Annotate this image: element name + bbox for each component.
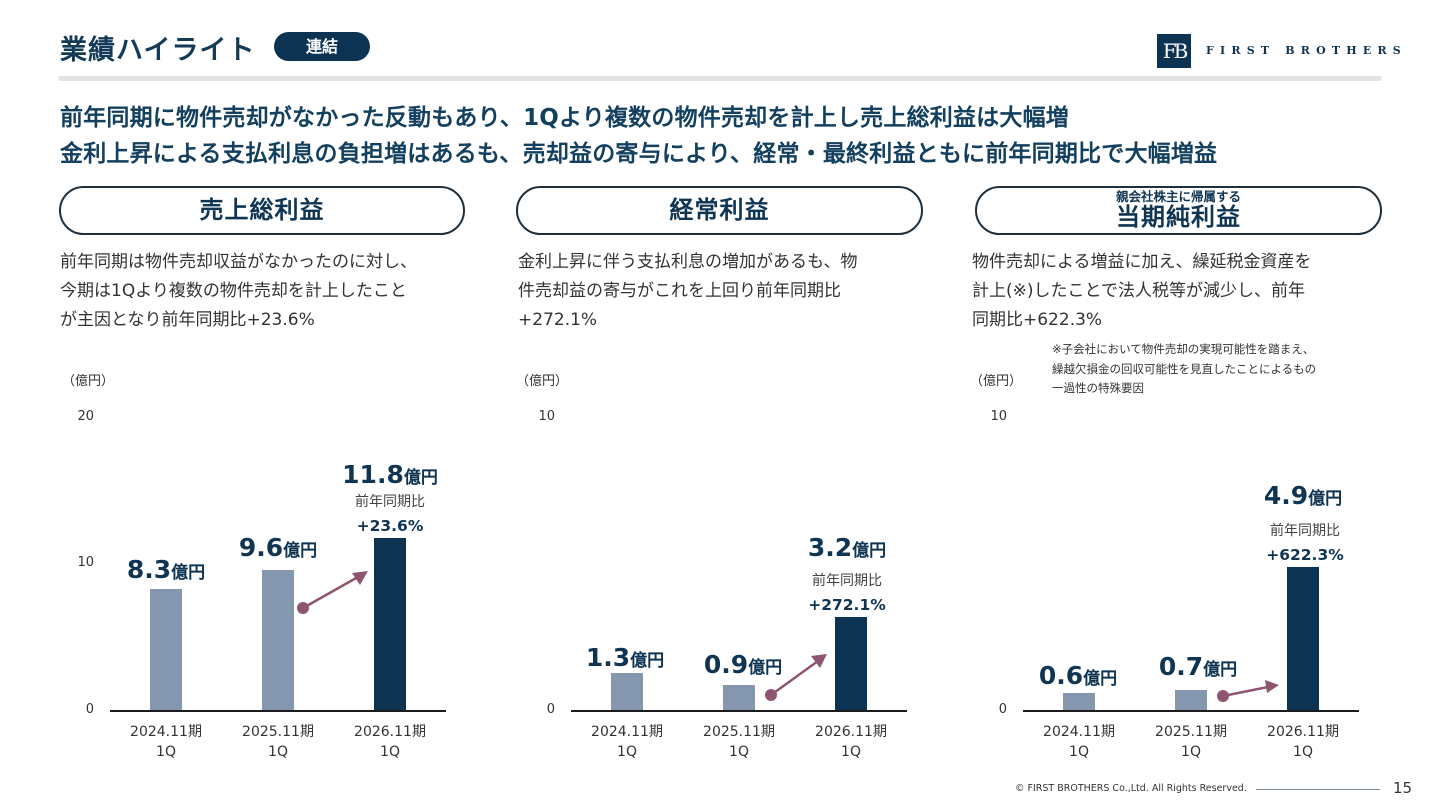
- x-axis-line: [110, 710, 446, 712]
- x-category-2026: 2026.11期 1Q: [1267, 724, 1339, 760]
- headline: 前年同期に物件売却がなかった反動もあり、1Qより複数の物件売却を計上し売上総利益…: [60, 100, 1217, 172]
- logo-mark: FB: [1157, 34, 1191, 68]
- y-tick: 0: [998, 702, 1007, 717]
- y-tick: 10: [538, 409, 555, 424]
- x-category-2024: 2024.11期 1Q: [591, 724, 663, 760]
- yoy-value: +622.3%: [1266, 546, 1344, 564]
- y-axis-unit: （億円）: [62, 374, 115, 389]
- y-tick: 0: [85, 702, 94, 717]
- note-line: ※子会社において物件売却の実現可能性を踏まえ、: [1052, 342, 1315, 356]
- description-line: 計上(※)したことで法人税等が減少し、前年: [972, 281, 1305, 301]
- yoy-growth: 前年同期比 +272.1%: [797, 569, 897, 617]
- growth-arrow-icon: [297, 571, 368, 614]
- section-pill-net-income: 親会社株主に帰属する 当期純利益: [975, 186, 1382, 235]
- description-line: +272.1%: [518, 310, 598, 330]
- value-label-2024: 0.6億円: [1038, 661, 1118, 690]
- description-line: 同期比+622.3%: [972, 310, 1103, 330]
- x-axis-line: [571, 710, 907, 712]
- description-line: 件売却益の寄与がこれを上回り前年同期比: [518, 281, 841, 301]
- headline-line-2: 金利上昇による支払利息の負担増はあるも、売却益の寄与により、経常・最終利益ともに…: [60, 141, 1218, 167]
- description-line: が主因となり前年同期比+23.6%: [60, 310, 315, 330]
- copyright: © FIRST BROTHERS Co.,Ltd. All Rights Res…: [1015, 783, 1247, 794]
- headline-line-1: 前年同期に物件売却がなかった反動もあり、1Qより複数の物件売却を計上し売上総利益…: [60, 105, 1069, 131]
- growth-arrow-icon: [1217, 680, 1279, 702]
- value-label-2024: 8.3億円: [126, 555, 206, 584]
- header-divider: [58, 76, 1382, 81]
- bar-2025: [723, 685, 755, 711]
- description-net-income: 物件売却による増益に加え、繰延税金資産を 計上(※)したことで法人税等が減少し、…: [972, 248, 1392, 335]
- note-line: 一過性の特殊要因: [1052, 381, 1144, 395]
- bar-2024: [611, 673, 643, 711]
- bar-2024: [150, 589, 182, 711]
- y-tick: 10: [77, 555, 94, 570]
- description-line: 金利上昇に伴う支払利息の増加があるも、物: [518, 252, 858, 272]
- y-axis-unit: （億円）: [970, 374, 1023, 389]
- yoy-label: 前年同期比: [1270, 523, 1340, 539]
- value-label-2025: 0.7億円: [1158, 652, 1238, 681]
- section-title: 経常利益: [669, 196, 770, 224]
- value-label-2026: 4.9億円: [1263, 481, 1343, 510]
- x-category-2024: 2024.11期 1Q: [130, 724, 202, 760]
- yoy-growth: 前年同期比 +23.6%: [340, 490, 440, 538]
- y-tick: 0: [546, 702, 555, 717]
- x-axis-line: [1023, 710, 1359, 712]
- logo-text: FIRST BROTHERS: [1206, 44, 1407, 57]
- note-line: 繰越欠損金の回収可能性を見直したことによるもの: [1052, 361, 1317, 376]
- y-axis-unit: （億円）: [516, 374, 569, 389]
- consolidated-badge: 連結: [274, 32, 370, 61]
- bar-2024: [1063, 693, 1095, 711]
- y-tick: 10: [990, 409, 1007, 424]
- value-label-2025: 9.6億円: [238, 533, 318, 562]
- footnote-deferred-tax: ※子会社において物件売却の実現可能性を踏まえ、 繰越欠損金の回収可能性を見直した…: [1052, 340, 1316, 399]
- growth-arrow-icon: [765, 654, 827, 701]
- section-subtitle: 親会社株主に帰属する: [1115, 189, 1241, 204]
- description-line: 前年同期は物件売却収益がなかったのに対し、: [60, 252, 417, 272]
- x-category-2025: 2025.11期 1Q: [242, 724, 314, 760]
- y-tick: 20: [77, 409, 94, 424]
- yoy-growth: 前年同期比 +622.3%: [1255, 519, 1355, 567]
- section-title: 売上総利益: [199, 196, 325, 224]
- page-number: 15: [1393, 779, 1413, 797]
- description-gross-profit: 前年同期は物件売却収益がなかったのに対し、 今期は1Qより複数の物件売却を計上し…: [60, 248, 480, 335]
- description-ordinary-profit: 金利上昇に伴う支払利息の増加があるも、物 件売却益の寄与がこれを上回り前年同期比…: [518, 248, 938, 335]
- footer-divider: [1256, 789, 1380, 790]
- yoy-label: 前年同期比: [355, 494, 425, 510]
- value-label-2025: 0.9億円: [703, 650, 783, 679]
- x-category-2026: 2026.11期 1Q: [815, 724, 887, 760]
- page-title: 業績ハイライト: [60, 35, 256, 66]
- yoy-value: +272.1%: [808, 596, 886, 614]
- yoy-label: 前年同期比: [812, 573, 882, 589]
- x-category-2026: 2026.11期 1Q: [354, 724, 426, 760]
- section-pill-ordinary-profit: 経常利益: [516, 186, 923, 235]
- bar-2025: [262, 570, 294, 711]
- x-category-2024: 2024.11期 1Q: [1043, 724, 1115, 760]
- section-pill-gross-profit: 売上総利益: [59, 186, 465, 235]
- yoy-value: +23.6%: [356, 517, 424, 535]
- x-category-2025: 2025.11期 1Q: [703, 724, 775, 760]
- section-title: 当期純利益: [1116, 203, 1241, 231]
- value-label-2024: 1.3億円: [585, 643, 665, 672]
- value-label-2026: 3.2億円: [807, 533, 887, 562]
- description-line: 今期は1Qより複数の物件売却を計上したこと: [60, 281, 407, 301]
- description-line: 物件売却による増益に加え、繰延税金資産を: [972, 252, 1312, 272]
- bar-2025: [1175, 690, 1207, 711]
- bar-2026: [374, 538, 406, 711]
- value-label-2026: 11.8億円: [342, 460, 438, 489]
- bar-2026: [1287, 567, 1319, 711]
- bar-2026: [835, 617, 867, 711]
- x-category-2025: 2025.11期 1Q: [1155, 724, 1227, 760]
